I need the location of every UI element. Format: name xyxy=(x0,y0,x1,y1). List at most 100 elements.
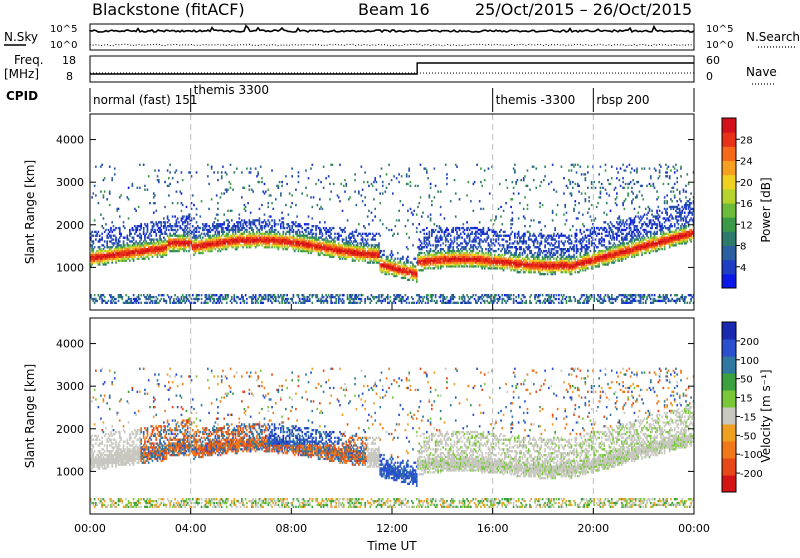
power-cell xyxy=(183,215,185,217)
power-cell xyxy=(343,300,345,302)
power-cell xyxy=(362,233,364,235)
power-cell xyxy=(347,294,349,296)
power-cell xyxy=(238,213,240,215)
power-cell xyxy=(479,200,481,202)
power-cell xyxy=(93,235,95,237)
power-cell xyxy=(267,189,269,191)
power-cell xyxy=(498,248,500,250)
power-cell xyxy=(446,296,448,298)
power-cell xyxy=(382,223,384,225)
power-cell xyxy=(434,167,436,169)
power-cell xyxy=(215,217,217,219)
power-cell xyxy=(132,183,134,185)
power-cell xyxy=(462,223,464,225)
power-cell xyxy=(499,296,501,298)
power-cell xyxy=(101,164,103,166)
power-cell xyxy=(535,187,537,189)
power-cell xyxy=(201,298,203,300)
power-cell xyxy=(133,294,135,296)
power-cell xyxy=(154,194,156,196)
power-cell xyxy=(291,175,293,177)
power-cell xyxy=(101,233,103,235)
power-cell xyxy=(441,229,443,231)
power-cell xyxy=(110,227,112,229)
power-cell xyxy=(230,187,232,189)
power-cell xyxy=(271,225,273,227)
power-cell xyxy=(281,212,283,214)
power-cell xyxy=(299,231,301,233)
power-cell xyxy=(199,215,201,217)
power-cell xyxy=(100,190,102,192)
power-cell xyxy=(283,221,285,223)
power-cell xyxy=(153,238,155,240)
power-cell xyxy=(408,302,410,304)
power-cell xyxy=(407,219,409,221)
power-cell xyxy=(177,217,179,219)
freq-label: Freq. xyxy=(14,53,44,67)
power-cell xyxy=(376,233,378,235)
power-cell xyxy=(126,235,128,237)
power-cell xyxy=(313,233,315,235)
power-cell xyxy=(339,164,341,166)
power-cell xyxy=(104,296,106,298)
power-cell xyxy=(261,204,263,206)
power-cell xyxy=(387,294,389,296)
power-cell xyxy=(389,296,391,298)
power-cell xyxy=(398,181,400,183)
power-cell xyxy=(367,238,369,240)
power-cell xyxy=(177,202,179,204)
power-cell xyxy=(105,223,107,225)
beam-label: Beam 16 xyxy=(358,0,430,19)
power-cell xyxy=(425,302,427,304)
power-cell xyxy=(223,213,225,215)
power-cell xyxy=(291,167,293,169)
power-cell xyxy=(196,208,198,210)
power-cell xyxy=(319,221,321,223)
power-cell xyxy=(196,213,198,215)
power-cell xyxy=(505,179,507,181)
nsky-traces xyxy=(90,26,694,46)
cpid-segment-label: rbsp 200 xyxy=(596,93,649,107)
power-cell xyxy=(410,185,412,187)
power-cell xyxy=(416,231,418,233)
power-cell xyxy=(155,233,157,235)
power-cell xyxy=(407,183,409,185)
power-cell xyxy=(407,256,409,258)
power-cell xyxy=(138,294,140,296)
power-cell xyxy=(217,213,219,215)
freq-strip-frame xyxy=(90,56,694,82)
power-cell xyxy=(423,233,425,235)
power-cell xyxy=(371,212,373,214)
power-cell xyxy=(447,229,449,231)
power-cell xyxy=(115,302,117,304)
power-cell xyxy=(104,240,106,242)
power-cell xyxy=(317,204,319,206)
power-cell xyxy=(322,233,324,235)
power-cell xyxy=(101,237,103,239)
power-cell xyxy=(512,217,514,219)
power-cell xyxy=(115,237,117,239)
power-cell xyxy=(407,248,409,250)
power-cell xyxy=(345,237,347,239)
power-cell xyxy=(512,212,514,214)
power-cell xyxy=(207,164,209,166)
power-cell xyxy=(503,244,505,246)
power-cell xyxy=(255,294,257,296)
power-cell xyxy=(436,225,438,227)
power-cell xyxy=(332,164,334,166)
power-cell xyxy=(452,246,454,248)
power-cell xyxy=(260,166,262,168)
power-cell xyxy=(544,244,546,246)
power-cell xyxy=(265,294,267,296)
power-cell xyxy=(527,254,529,256)
power-cell xyxy=(323,166,325,168)
power-cell xyxy=(523,208,525,210)
power-cell xyxy=(431,200,433,202)
power-cell xyxy=(124,244,126,246)
power-cell xyxy=(357,242,359,244)
power-cell xyxy=(163,294,165,296)
power-cell xyxy=(98,231,100,233)
power-cell xyxy=(379,235,381,237)
power-cell xyxy=(221,171,223,173)
power-cell xyxy=(437,244,439,246)
